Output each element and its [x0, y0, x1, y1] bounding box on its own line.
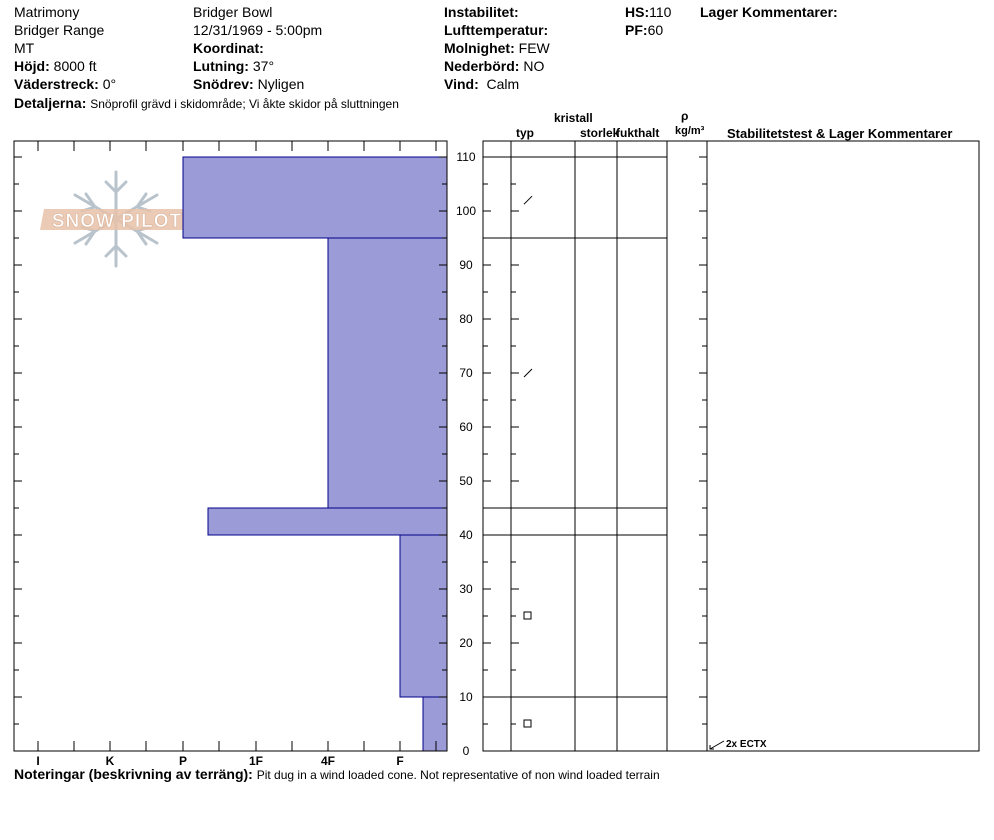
pf: PF:60	[625, 22, 663, 39]
hardness-bar-1	[327, 237, 448, 509]
stability-test-arrowhead-0	[709, 745, 714, 750]
x-tick-label-4F: 4F	[321, 754, 335, 768]
hs: HS:110	[625, 4, 671, 21]
layer-comments-label: Lager Kommentarer:	[700, 4, 838, 20]
hardness-bar-2	[207, 507, 448, 536]
notes-label: Noteringar (beskrivning av terräng):	[14, 766, 253, 782]
sky-label: Molnighet:	[444, 40, 515, 56]
crystal-header: kristall	[554, 111, 593, 125]
drift: Snödrev: Nyligen	[193, 76, 304, 93]
precip-label: Nederbörd:	[444, 58, 520, 74]
stability-frame	[706, 140, 980, 752]
area-name: Bridger Bowl	[193, 4, 273, 20]
pf-label: PF:	[625, 22, 648, 38]
grain-symbol-3	[523, 719, 532, 728]
y-tick-label-40: 40	[459, 528, 473, 542]
elevation-label: Höjd:	[14, 58, 50, 74]
hardness-bar-3	[399, 534, 448, 698]
grain-symbol-0	[523, 195, 533, 205]
snowpilot-watermark: SNOW PILOT	[40, 170, 194, 268]
x-tick-label-P: P	[179, 754, 187, 768]
x-tick-label-F: F	[396, 754, 403, 768]
range-name: Bridger Range	[14, 22, 105, 38]
notes: Noteringar (beskrivning av terräng): Pit…	[14, 766, 660, 784]
aspect-value: 0°	[102, 76, 117, 92]
precip-value: NO	[523, 58, 545, 74]
pf-value: 60	[647, 22, 664, 38]
density-unit-header: kg/m³	[675, 125, 705, 137]
slope: Lutning: 37°	[193, 58, 274, 75]
watermark-text: SNOW PILOT	[52, 211, 182, 232]
y-tick-label-90: 90	[459, 258, 473, 272]
x-tick-label-K: K	[106, 754, 115, 768]
wind-value: Calm	[486, 76, 520, 92]
size-header: storlek	[580, 126, 620, 140]
elevation-value: 8000 ft	[53, 58, 97, 74]
hs-value: 110	[649, 4, 672, 20]
state-name: MT	[14, 40, 35, 56]
wind-label: Vind:	[444, 76, 479, 92]
grain-symbol-1	[523, 368, 533, 378]
precip: Nederbörd: NO	[444, 58, 544, 75]
x-tick-label-I: I	[36, 754, 39, 768]
rho-header: ρ	[681, 109, 689, 123]
datetime: 12/31/1969 - 5:00pm	[193, 22, 323, 38]
crystal-table-frame	[482, 140, 708, 752]
y-tick-label-60: 60	[459, 420, 473, 434]
hardness-frame	[13, 140, 448, 752]
hs-label: HS:	[625, 4, 650, 20]
notes-value: Pit dug in a wind loaded cone. Not repre…	[256, 768, 660, 782]
sky: Molnighet: FEW	[444, 40, 550, 57]
x-tick-label-1F: 1F	[249, 754, 263, 768]
location-name: Matrimony	[14, 4, 80, 20]
slope-value: 37°	[252, 58, 275, 74]
details: Detaljerna: Snöprofil grävd i skidområde…	[14, 95, 399, 113]
sky-value: FEW	[518, 40, 550, 56]
instability-label: Instabilitet:	[444, 4, 519, 20]
hardness-bar-0	[182, 156, 448, 239]
watermark-band	[40, 209, 194, 230]
y-tick-label-10: 10	[459, 690, 473, 704]
y-tick-label-100: 100	[456, 204, 476, 218]
y-tick-label-20: 20	[459, 636, 473, 650]
y-tick-label-50: 50	[459, 474, 473, 488]
airtemp-label: Lufttemperatur:	[444, 22, 549, 38]
drift-label: Snödrev:	[193, 76, 254, 92]
stability-test-label-0: 2x ECTX	[726, 739, 767, 750]
y-tick-label-80: 80	[459, 312, 473, 326]
drift-value: Nyligen	[257, 76, 305, 92]
type-header: typ	[516, 126, 534, 140]
stability-header: Stabilitetstest & Lager Kommentarer	[727, 126, 953, 141]
y-tick-label-0: 0	[463, 744, 470, 758]
elevation: Höjd: 8000 ft	[14, 58, 96, 75]
y-tick-label-70: 70	[459, 366, 473, 380]
y-tick-label-110: 110	[456, 150, 475, 164]
aspect-label: Väderstreck:	[14, 76, 99, 92]
slope-label: Lutning:	[193, 58, 249, 74]
y-tick-label-30: 30	[459, 582, 473, 596]
wind: Vind: Calm	[444, 76, 519, 93]
details-label: Detaljerna:	[14, 95, 87, 111]
stability-test-arrow-0	[709, 740, 725, 750]
details-value: Snöprofil grävd i skidområde; Vi åkte sk…	[90, 97, 399, 111]
moisture-header: fukthalt	[616, 126, 660, 140]
coordinate-label: Koordinat:	[193, 40, 264, 56]
grain-symbol-2	[523, 611, 532, 620]
aspect: Väderstreck: 0°	[14, 76, 116, 93]
